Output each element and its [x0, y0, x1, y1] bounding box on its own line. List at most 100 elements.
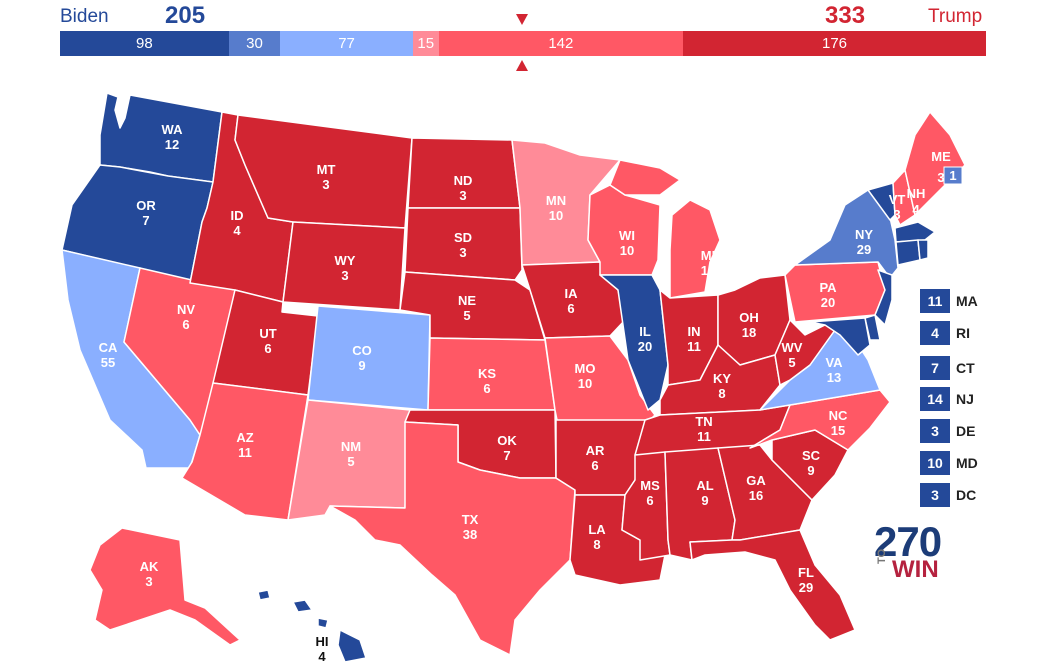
state-abbr-MN: MN — [546, 193, 566, 208]
small-state-abbr: NJ — [956, 391, 974, 407]
state-abbr-KY: KY — [713, 371, 731, 386]
small-state-DE[interactable]: 3 DE — [920, 419, 975, 443]
state-abbr-NV: NV — [177, 302, 195, 317]
state-abbr-WA: WA — [162, 122, 184, 137]
state-FL[interactable] — [689, 529, 856, 641]
state-abbr-WV: WV — [782, 340, 803, 355]
state-abbr-ME: ME — [931, 149, 951, 164]
state-abbr-AR: AR — [586, 443, 605, 458]
state-ev-TN: 11 — [697, 429, 711, 444]
bar-segment-2: 77 — [280, 31, 413, 56]
state-ev-AZ: 11 — [238, 445, 252, 460]
dem-candidate-name: Biden — [60, 6, 109, 27]
small-state-DC[interactable]: 3 DC — [920, 483, 976, 507]
state-abbr-AL: AL — [696, 478, 713, 493]
bar-segment-3: 15 — [412, 31, 439, 56]
state-ev-NE: 5 — [463, 308, 470, 323]
state-ev-MT: 3 — [322, 177, 329, 192]
state-abbr-AZ: AZ — [236, 430, 253, 445]
state-abbr-NC: NC — [829, 408, 848, 423]
state-ev-IN: 11 — [687, 339, 701, 354]
small-state-CT[interactable]: 7 CT — [920, 356, 975, 380]
state-abbr-TX: TX — [462, 512, 479, 527]
state-RI-map[interactable] — [917, 239, 929, 261]
state-ev-KY: 8 — [718, 386, 725, 401]
small-state-MD[interactable]: 10 MD — [920, 451, 978, 475]
state-MD-map[interactable] — [809, 317, 871, 356]
state-ev-WY: 3 — [341, 268, 348, 283]
small-state-abbr: DE — [956, 423, 976, 439]
state-MI[interactable] — [609, 159, 721, 299]
state-abbr-MO: MO — [575, 361, 596, 376]
small-state-ev: 4 — [920, 321, 950, 345]
state-abbr-IN: IN — [688, 324, 701, 339]
state-abbr-NH: NH — [907, 186, 926, 201]
state-ev-AR: 6 — [591, 458, 598, 473]
state-MO[interactable] — [544, 335, 656, 426]
state-ev-TX: 38 — [463, 527, 477, 542]
state-ev-MS: 6 — [646, 493, 653, 508]
small-state-ev: 10 — [920, 451, 950, 475]
state-ev-SC: 9 — [807, 463, 814, 478]
rep-electoral-total: 333 — [825, 2, 866, 29]
state-ev-NV: 6 — [182, 317, 189, 332]
state-abbr-OR: OR — [136, 198, 156, 213]
state-abbr-KS: KS — [478, 366, 496, 381]
state-ev-NM: 5 — [347, 454, 354, 469]
logo-to: TO — [876, 548, 888, 564]
state-ev-OK: 7 — [503, 448, 510, 463]
state-ev-SD: 3 — [459, 245, 466, 260]
state-ev-NY: 29 — [857, 242, 871, 257]
state-ev-LA: 8 — [593, 537, 600, 552]
small-state-ev: 11 — [920, 289, 950, 313]
small-state-abbr: MD — [956, 455, 978, 471]
state-MA-map[interactable] — [894, 221, 936, 243]
small-state-abbr: DC — [956, 487, 977, 503]
state-CT-map[interactable] — [895, 239, 921, 266]
state-abbr-AK: AK — [140, 559, 159, 574]
bar-segment-4: 142 — [438, 31, 684, 56]
rep-candidate-name: Trump — [928, 6, 983, 27]
270-marker-top-icon — [516, 14, 528, 25]
state-ev-AL: 9 — [701, 493, 708, 508]
state-SD[interactable] — [404, 207, 523, 281]
state-ev-FL: 29 — [799, 580, 813, 595]
state-CO[interactable] — [307, 305, 431, 411]
state-label-ME: 3 — [937, 170, 944, 185]
state-abbr-FL: FL — [798, 565, 814, 580]
state-abbr-LA: LA — [588, 522, 606, 537]
state-abbr-MT: MT — [317, 162, 336, 177]
state-abbr-TN: TN — [695, 414, 712, 429]
state-AK[interactable] — [89, 527, 241, 646]
state-ME[interactable] — [904, 111, 966, 216]
logo-win: WIN — [892, 556, 939, 583]
state-ev-VT: 3 — [893, 207, 900, 222]
small-state-MA[interactable]: 11 MA — [920, 289, 978, 313]
state-ev-ID: 4 — [233, 223, 241, 238]
state-TX[interactable] — [329, 421, 576, 656]
state-abbr-WY: WY — [335, 253, 356, 268]
270-marker-bottom-icon — [516, 60, 528, 71]
small-state-ev: 7 — [920, 356, 950, 380]
state-abbr-OH: OH — [739, 310, 759, 325]
state-abbr-VT: VT — [889, 192, 906, 207]
state-abbr-NM: NM — [341, 439, 361, 454]
small-state-abbr: RI — [956, 325, 970, 341]
state-NJ-map[interactable] — [874, 269, 893, 326]
state-ev-OR: 7 — [142, 213, 149, 228]
small-state-RI[interactable]: 4 RI — [920, 321, 970, 345]
state-ev-ME-cd2: 1 — [949, 168, 956, 183]
state-ev-CO: 9 — [358, 358, 365, 373]
state-NH[interactable] — [892, 169, 916, 226]
state-HI[interactable] — [257, 589, 367, 663]
small-state-NJ[interactable]: 14 NJ — [920, 387, 974, 411]
state-ME-cd2-box[interactable] — [943, 166, 963, 185]
state-TN[interactable] — [634, 404, 791, 456]
state-abbr-GA: GA — [746, 473, 766, 488]
small-state-ev: 3 — [920, 483, 950, 507]
state-abbr-NY: NY — [855, 227, 873, 242]
state-ev-PA: 20 — [821, 295, 835, 310]
state-abbr-CA: CA — [99, 340, 118, 355]
state-abbr-WI: WI — [619, 228, 635, 243]
